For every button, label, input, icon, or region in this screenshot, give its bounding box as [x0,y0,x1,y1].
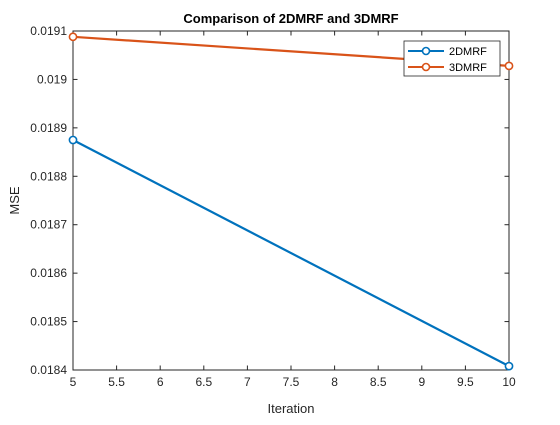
legend-marker-3dmrf [421,62,431,72]
x-tick-label: 5.5 [108,375,125,389]
data-point-3dmrf [504,61,514,71]
x-tick-label: 10 [502,375,516,389]
x-tick-label: 5 [70,375,77,389]
legend-box [403,40,501,77]
y-tick-label: 0.0191 [30,24,67,38]
x-tick-label: 7 [244,375,251,389]
legend-label-2dmrf: 2DMRF [449,46,487,58]
y-axis-label: MSE [7,186,22,215]
x-tick-label: 9 [418,375,425,389]
x-tick-label: 7.5 [283,375,300,389]
x-tick-labels: 5 5.5 6 6.5 7 7.5 8 8.5 9 9.5 10 [70,375,516,389]
plot-area [72,30,510,371]
x-tick-label: 6.5 [195,375,212,389]
data-point-3dmrf [68,32,78,42]
data-point-2dmrf [504,361,514,371]
chart-title: Comparison of 2DMRF and 3DMRF [183,11,398,26]
y-tick-label: 0.0189 [30,121,67,135]
y-tick-label: 0.0186 [30,266,67,280]
legend: 2DMRF 3DMRF [403,40,501,77]
series-line-2dmrf [72,138,510,368]
y-tick-labels: 0.0184 0.0185 0.0186 0.0187 0.0188 0.0189 0.01… [30,24,67,377]
legend-label-3dmrf: 3DMRF [449,62,487,74]
y-tick-label: 0.0185 [30,315,67,329]
x-axis-label: Iteration [268,401,315,416]
legend-marker-2dmrf [421,46,431,56]
y-tick-label: 0.0184 [30,363,67,377]
y-tick-label: 0.019 [37,72,67,86]
x-tick-label: 8 [331,375,338,389]
tick-marks [72,30,510,371]
y-tick-label: 0.0188 [30,169,67,183]
y-tick-label: 0.0187 [30,218,67,232]
x-tick-label: 8.5 [370,375,387,389]
x-tick-label: 9.5 [457,375,474,389]
x-tick-label: 6 [157,375,164,389]
data-point-2dmrf [68,135,78,145]
